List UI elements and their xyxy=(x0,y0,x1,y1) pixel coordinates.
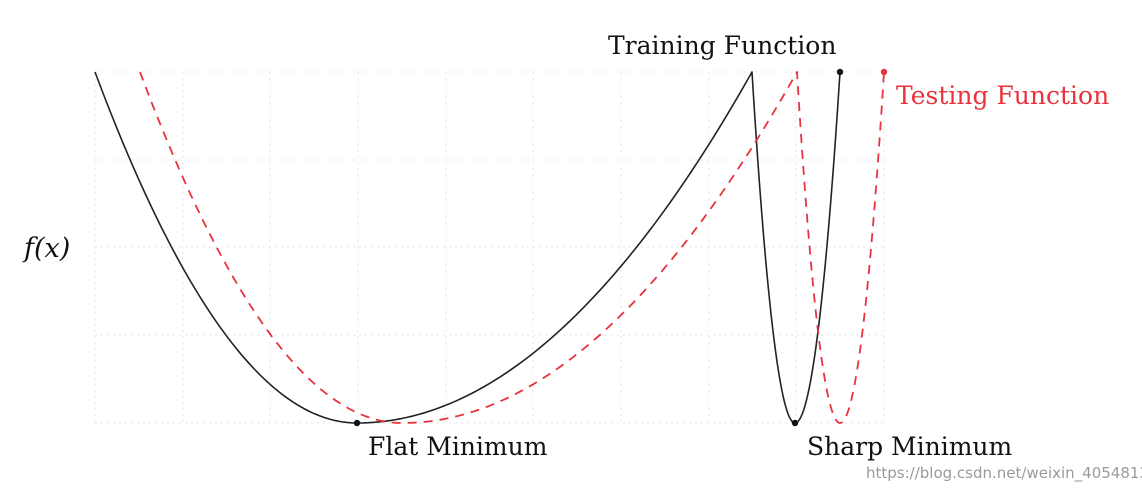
watermark: https://blog.csdn.net/weixin_40548136 xyxy=(866,464,1142,483)
flat-min-point xyxy=(353,419,361,427)
train-end-point xyxy=(836,68,844,76)
flat-minimum-label: Flat Minimum xyxy=(368,432,548,461)
test-end-point xyxy=(880,68,888,76)
curves xyxy=(94,71,885,424)
training-function-label: Training Function xyxy=(608,31,836,60)
testing-function-label: Testing Function xyxy=(896,81,1109,110)
testing-function-curve xyxy=(139,71,885,424)
points xyxy=(353,68,888,427)
training-function-curve xyxy=(94,71,841,424)
y-axis-label: f(x) xyxy=(22,233,70,264)
grid xyxy=(94,71,885,424)
sharp-minimum-label: Sharp Minimum xyxy=(807,432,1013,461)
sharp-min-point xyxy=(791,419,799,427)
